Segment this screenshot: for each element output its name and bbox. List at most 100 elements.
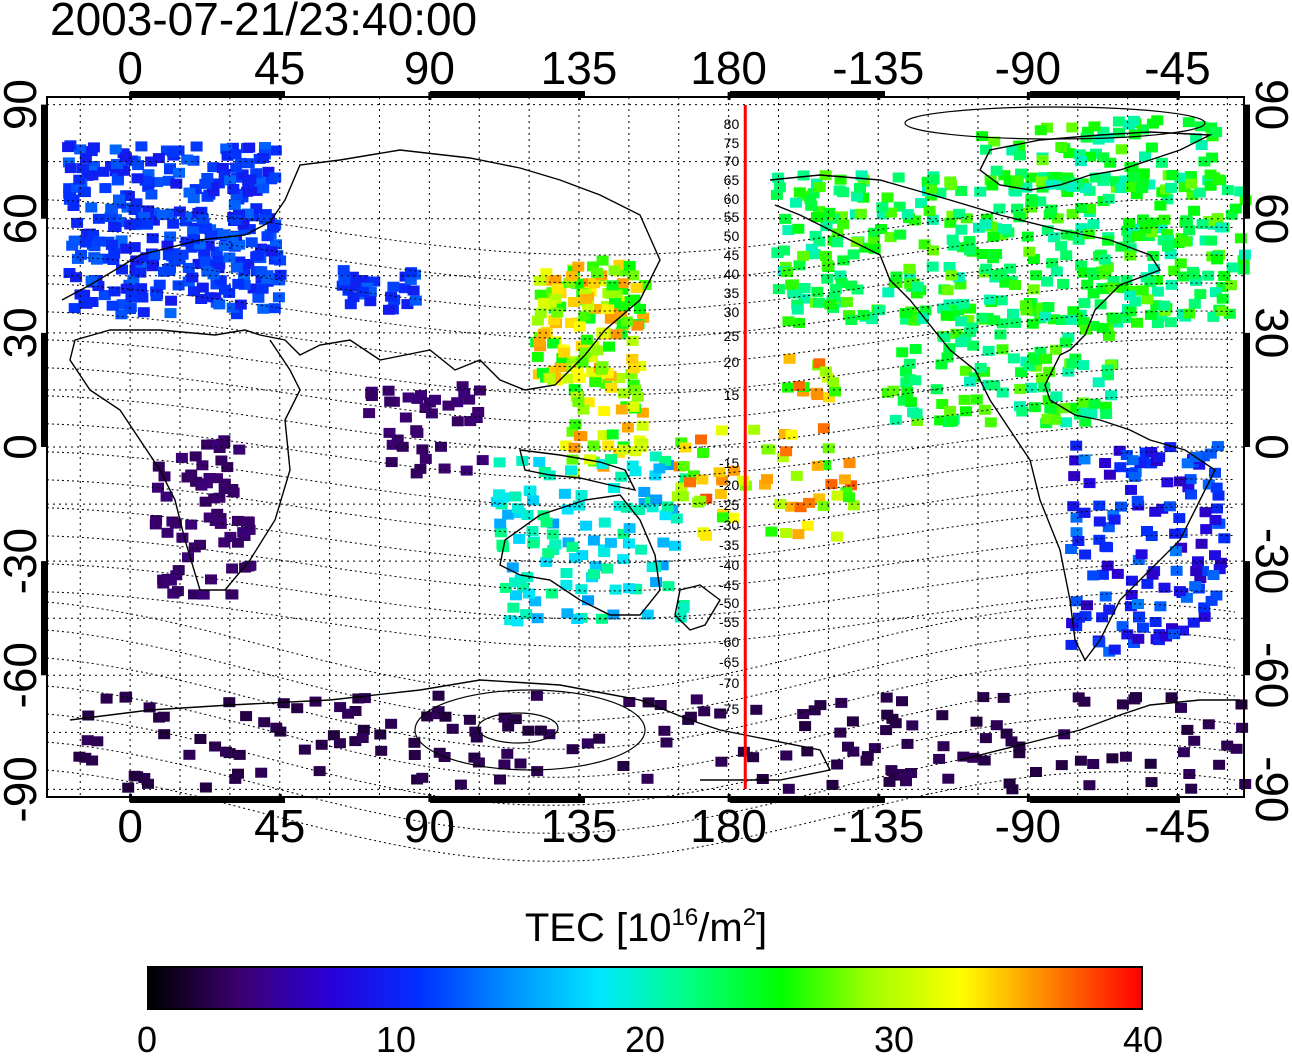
tec-data-point	[831, 237, 843, 248]
tec-data-point	[1105, 282, 1118, 293]
tec-data-point	[984, 175, 997, 185]
tec-data-point	[243, 524, 256, 535]
tec-data-point	[549, 274, 562, 285]
tec-data-point	[834, 174, 847, 185]
tec-data-point	[617, 761, 630, 771]
tec-data-point	[536, 367, 549, 378]
tec-data-point	[658, 725, 671, 736]
tec-data-point	[1102, 370, 1114, 381]
tec-data-point	[1148, 263, 1161, 274]
mlat-label: -45	[719, 577, 739, 593]
tec-data-point	[1096, 569, 1109, 580]
tec-data-point	[1041, 225, 1054, 236]
tec-data-point	[291, 703, 304, 714]
tec-data-point	[131, 173, 144, 184]
tec-data-point	[1229, 203, 1242, 214]
tec-data-point	[451, 397, 464, 408]
tec-data-point	[313, 766, 326, 777]
tec-data-point	[1126, 455, 1139, 466]
tec-data-point	[1230, 743, 1243, 754]
tec-data-point	[1124, 290, 1137, 301]
tec-data-point	[1097, 126, 1110, 137]
tec-data-point	[1168, 265, 1181, 276]
tec-data-point	[85, 275, 98, 286]
tec-data-point	[337, 265, 350, 276]
tec-data-point	[185, 242, 198, 253]
tec-data-point	[1195, 538, 1208, 549]
tec-data-point	[633, 505, 646, 515]
tec-data-point	[1116, 283, 1129, 293]
tec-data-point	[1030, 767, 1042, 777]
tec-data-point	[1011, 203, 1024, 214]
tec-data-point	[207, 439, 220, 450]
tec-data-point	[615, 404, 628, 415]
tec-data-point	[823, 207, 836, 218]
tec-data-point	[560, 440, 573, 451]
tec-data-point	[131, 771, 144, 782]
tec-data-point	[1193, 459, 1206, 470]
tec-data-point	[608, 265, 621, 276]
tec-data-point	[983, 249, 996, 259]
tec-data-point	[880, 692, 893, 703]
tec-data-point	[662, 581, 675, 592]
tec-data-point	[631, 320, 644, 331]
tec-data-point	[91, 254, 103, 265]
tec-data-point	[883, 776, 896, 787]
tec-data-point	[86, 170, 99, 181]
tec-data-point	[1072, 536, 1085, 546]
tec-data-point	[1084, 203, 1097, 214]
tec-data-point	[556, 353, 569, 364]
tec-data-point	[363, 408, 376, 419]
tec-data-point	[826, 779, 839, 790]
tec-data-point	[82, 710, 95, 721]
tec-data-point	[1093, 516, 1106, 527]
tec-data-point	[601, 563, 614, 574]
tec-data-point	[269, 172, 282, 183]
tec-data-point	[211, 473, 223, 484]
tec-data-point	[793, 317, 805, 328]
tec-data-point	[549, 539, 562, 550]
tec-data-point	[1204, 448, 1217, 459]
tec-data-point	[181, 472, 194, 483]
tec-data-point	[1042, 302, 1055, 312]
tec-data-point	[157, 574, 170, 585]
tec-data-point	[150, 291, 163, 302]
tec-data-point	[1218, 533, 1231, 544]
tec-data-point	[794, 502, 807, 513]
tec-data-point	[1216, 281, 1229, 292]
tec-data-point	[110, 166, 122, 177]
tec-data-point	[1145, 227, 1158, 238]
x-tick-label-top: 0	[117, 42, 143, 94]
tec-data-point	[86, 755, 99, 766]
tec-data-point	[1216, 293, 1229, 304]
mlat-contour	[46, 422, 1236, 480]
tec-data-point	[778, 429, 791, 439]
tec-data-point	[547, 365, 560, 376]
tec-data-point	[548, 315, 561, 325]
tec-data-point	[727, 465, 740, 476]
mlat-label: 45	[724, 247, 740, 263]
tec-data-point	[1137, 622, 1149, 633]
tec-data-point	[999, 224, 1012, 234]
tec-data-point	[1187, 617, 1200, 628]
tec-data-point	[1020, 182, 1033, 193]
tec-data-point	[636, 407, 649, 418]
tec-data-point	[782, 225, 795, 236]
tec-data-point	[164, 263, 176, 274]
tec-data-point	[807, 188, 820, 199]
tec-data-point	[1190, 133, 1203, 144]
tec-data-point	[172, 280, 185, 291]
tec-data-point	[1062, 332, 1075, 343]
tec-data-point	[611, 305, 624, 316]
tec-data-point	[963, 236, 976, 246]
tec-data-point	[934, 415, 947, 426]
tec-data-point	[170, 178, 183, 189]
tec-data-point	[120, 691, 133, 702]
tec-data-point	[1038, 382, 1051, 393]
tec-data-point	[621, 422, 634, 433]
tec-data-point	[215, 455, 228, 466]
tec-data-point	[402, 392, 415, 403]
tec-data-point	[126, 155, 138, 166]
tec-data-point	[212, 263, 225, 274]
tec-data-point	[561, 504, 574, 515]
